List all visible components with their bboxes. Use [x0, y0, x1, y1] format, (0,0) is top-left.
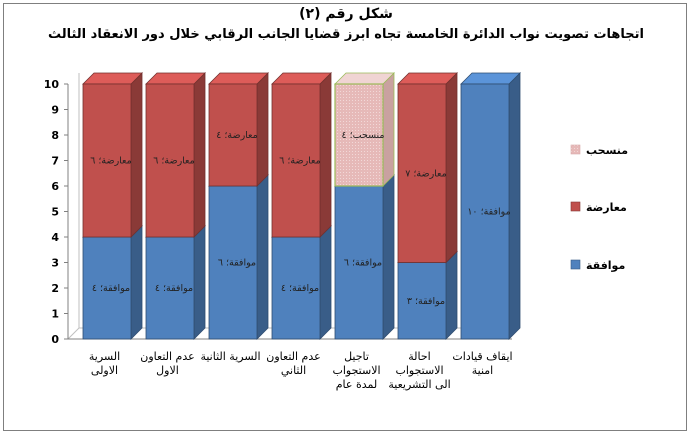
data-label: معارضة؛ ٤ — [216, 130, 257, 141]
category-label: تاجيل — [344, 350, 369, 363]
category-label: الاول — [156, 364, 179, 377]
bar-top-face — [397, 72, 458, 85]
data-label: موافقة؛ ١٠ — [467, 207, 510, 218]
floor-side-edge — [67, 327, 80, 340]
data-label: معارضة؛ ٦ — [153, 156, 194, 167]
category-label: عدم التعاون — [266, 350, 320, 363]
category-label: ايقاف قيادات — [452, 350, 512, 363]
bar-side-face — [319, 225, 332, 340]
data-label: موافقة؛ ٦ — [218, 258, 256, 269]
bar-segment — [397, 83, 447, 263]
bar-segment — [82, 236, 132, 340]
bar-top-face — [271, 72, 332, 85]
y-tick-label: 1 — [51, 308, 59, 321]
data-label: موافقة؛ ٤ — [92, 283, 130, 294]
y-tick-label: 2 — [51, 282, 59, 295]
bar-side-face — [130, 225, 143, 340]
chart-title: شكل رقم (٢) — [299, 6, 393, 22]
bar-segment — [397, 262, 447, 340]
bar-side-face — [193, 225, 206, 340]
bar-side-face — [256, 72, 269, 187]
bar-side-face — [445, 72, 458, 264]
data-label: منسحب؛ ٤ — [341, 130, 384, 141]
category-label: السرية — [89, 350, 120, 363]
category-label: السرية الثانية — [200, 350, 260, 363]
category-label: الاولى — [91, 364, 118, 377]
bar-top-face — [460, 72, 521, 85]
legend-label: منسحب — [586, 144, 628, 157]
category-label: الثاني — [281, 364, 306, 377]
bar-segment — [334, 185, 384, 340]
bar-segment — [145, 236, 195, 340]
category-label: الى التشريعية — [388, 378, 450, 391]
legend-label: موافقة — [586, 259, 625, 272]
bar-segment — [271, 83, 321, 238]
bar-top-face — [145, 72, 206, 85]
bar-side-face — [193, 72, 206, 238]
bar-top-face — [82, 72, 143, 85]
data-label: معارضة؛ ٧ — [405, 168, 446, 179]
bar-side-face — [130, 72, 143, 238]
bar-segment — [334, 83, 384, 187]
y-tick-label: 9 — [51, 104, 59, 117]
legend-label: معارضة — [586, 201, 627, 214]
bar-segment — [145, 83, 195, 238]
category-label: الاستجواب — [332, 364, 380, 377]
bar-side-face — [256, 174, 269, 340]
bar-segment — [460, 83, 510, 340]
legend-swatch — [570, 201, 581, 212]
y-tick-label: 3 — [51, 257, 59, 270]
y-tick-label: 8 — [51, 129, 59, 142]
data-label: موافقة؛ ٤ — [155, 283, 193, 294]
legend-swatch — [570, 144, 581, 155]
legend: منسحب معارضة موافقة — [570, 144, 628, 272]
bar-side-face — [445, 250, 458, 340]
y-tick-label: 0 — [51, 333, 59, 346]
data-label: موافقة؛ ٦ — [344, 258, 382, 269]
bar-top-face — [208, 72, 269, 85]
bar-segment — [208, 83, 258, 187]
legend-swatch — [570, 259, 581, 270]
y-tick-label: 5 — [51, 206, 59, 219]
y-tick-label: 10 — [44, 78, 60, 91]
data-label: موافقة؛ ٤ — [281, 283, 319, 294]
bar-top-face — [334, 72, 395, 85]
bar-side-face — [319, 72, 332, 238]
category-label: امنية — [472, 364, 493, 377]
data-label: معارضة؛ ٦ — [279, 156, 320, 167]
bar-segment — [271, 236, 321, 340]
y-tick-label: 6 — [51, 180, 59, 193]
chart-subtitle: اتجاهات تصويت نواب الدائرة الخامسة تجاه … — [47, 27, 645, 42]
category-label: عدم التعاون — [140, 350, 194, 363]
bar-segment — [208, 185, 258, 340]
bar-segment — [82, 83, 132, 238]
bar-side-face — [382, 174, 395, 340]
data-label: معارضة؛ ٦ — [90, 156, 131, 167]
data-label: موافقة؛ ٣ — [407, 296, 445, 307]
category-label: احالة — [408, 350, 430, 363]
bar-side-face — [382, 72, 395, 187]
category-label: لمدة عام — [336, 378, 377, 391]
y-tick-label: 4 — [51, 231, 59, 244]
category-label: الاستجواب — [395, 364, 443, 377]
y-tick-label: 7 — [51, 155, 59, 168]
